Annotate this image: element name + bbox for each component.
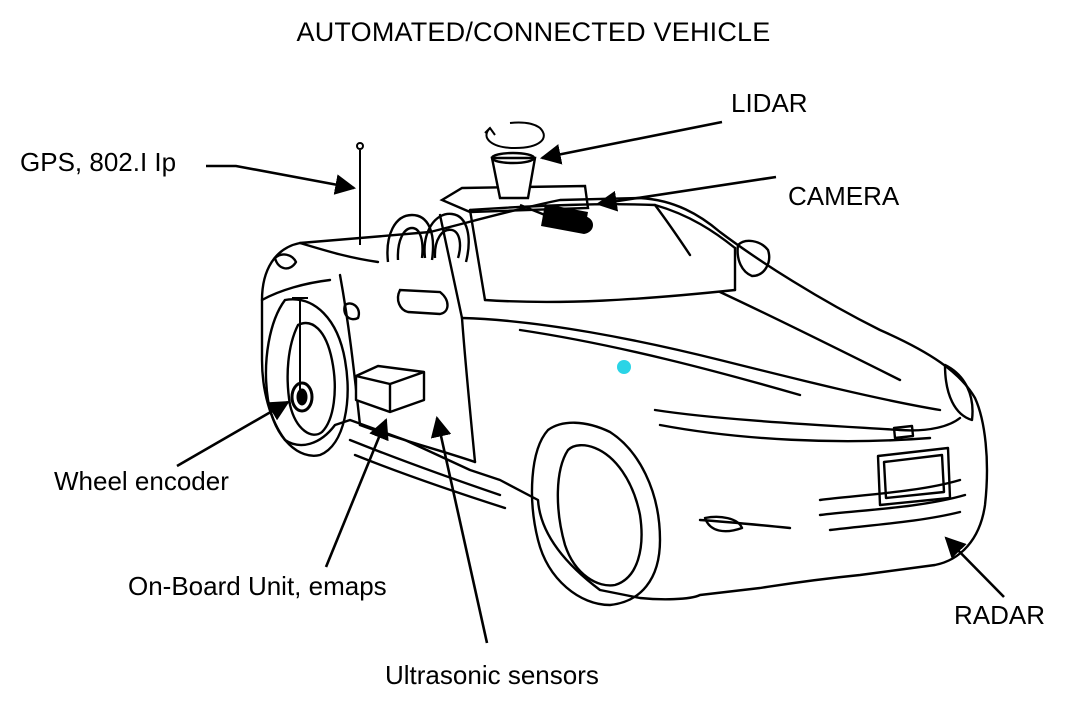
label-ultrasonic: Ultrasonic sensors [385,660,599,690]
car-outline [260,196,989,601]
gps-antenna [356,142,364,245]
wheel-encoder-arrow [176,400,290,468]
camera-sensor [519,203,593,234]
onboard-unit-arrow [324,418,389,568]
wheel-encoder-sensor [290,297,314,413]
rotation-icon [484,121,545,150]
seats [386,212,470,316]
label-wheel-encoder: Wheel encoder [54,466,229,496]
onboard-unit-box [354,364,426,414]
label-camera: CAMERA [788,181,900,211]
lidar-arrow [539,120,723,165]
diagram-title: AUTOMATED/CONNECTED VEHICLE [296,17,771,47]
front-wheel [530,421,662,607]
ultrasonic-arrow [430,415,489,644]
gps-arrow [206,164,357,195]
label-lidar: LIDAR [731,88,808,118]
label-radar: RADAR [954,600,1046,630]
label-onboard-unit: On-Board Unit, emaps [128,571,387,601]
radar-arrow [944,536,1005,598]
label-gps: GPS, 802.I Ip [20,147,177,177]
lidar-sensor [490,151,537,200]
highlight-dot [617,360,631,374]
roof-rack [439,184,590,214]
rear-wheel [264,298,349,457]
camera-arrow [595,175,777,212]
